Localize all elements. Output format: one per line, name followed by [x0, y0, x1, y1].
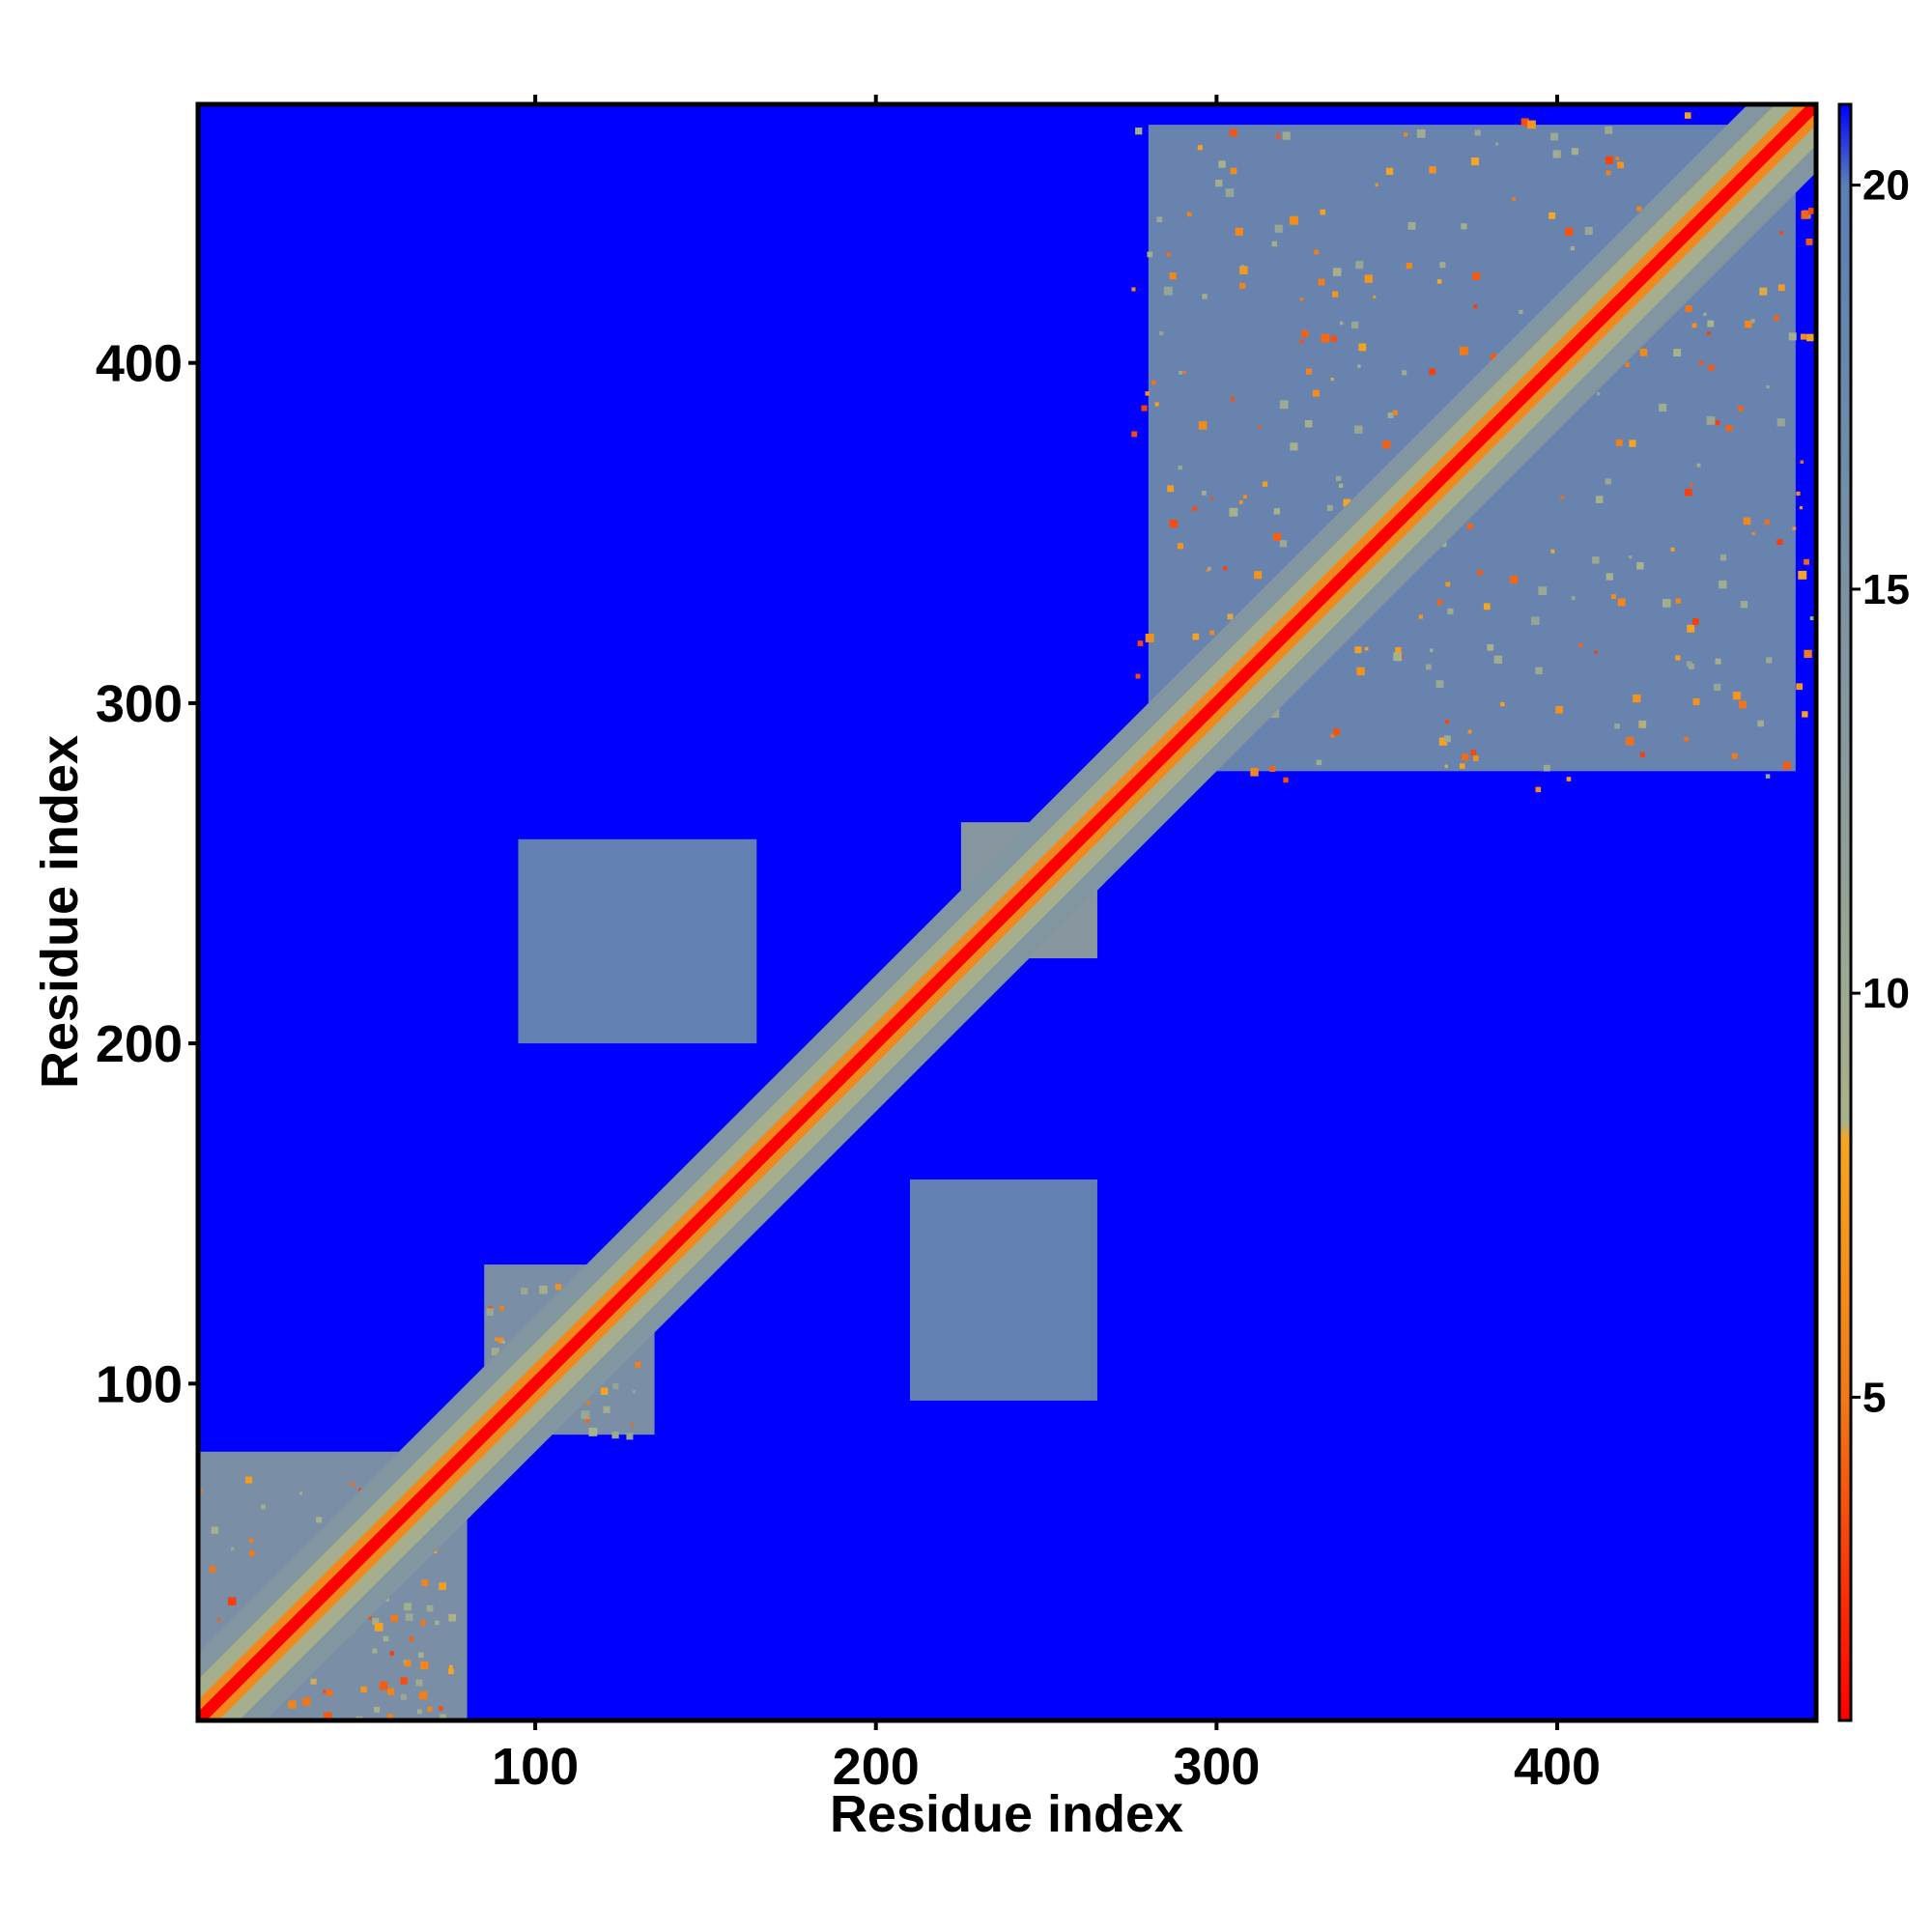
diagonal-band — [198, 104, 1816, 1720]
colorbar-tick-label-10: 10 — [1862, 970, 1910, 1017]
colorbar-tick-label-20: 20 — [1862, 162, 1910, 210]
contact-region-3 — [518, 838, 757, 1044]
colorbar-gradient — [1837, 102, 1853, 1722]
colorbar-tick-label-15: 15 — [1862, 566, 1910, 613]
colorbar-tick-label-5: 5 — [1862, 1374, 1886, 1421]
x-tick-label-300: 300 — [1173, 1738, 1260, 1796]
y-tick-label-200: 200 — [96, 1015, 183, 1073]
x-tick-label-100: 100 — [492, 1738, 579, 1796]
y-tick-label-400: 400 — [96, 335, 183, 393]
heatmap-area — [198, 104, 1816, 1720]
y-tick-label-100: 100 — [96, 1355, 183, 1413]
x-axis: 100 200 300 400 — [492, 95, 1601, 1796]
y-tick-label-300: 300 — [96, 675, 183, 733]
x-tick-label-200: 200 — [833, 1738, 920, 1796]
colorbar: 5 10 15 20 — [1837, 102, 1910, 1722]
y-axis: 100 200 300 400 — [96, 335, 198, 1413]
x-axis-title: Residue index — [830, 1785, 1183, 1843]
y-axis-title: Residue index — [31, 735, 89, 1089]
colorbar-ticks: 5 10 15 20 — [1851, 162, 1910, 1421]
x-tick-label-400: 400 — [1514, 1738, 1601, 1796]
plot-frame — [195, 101, 1819, 1723]
contact-region-4 — [910, 1179, 1097, 1401]
